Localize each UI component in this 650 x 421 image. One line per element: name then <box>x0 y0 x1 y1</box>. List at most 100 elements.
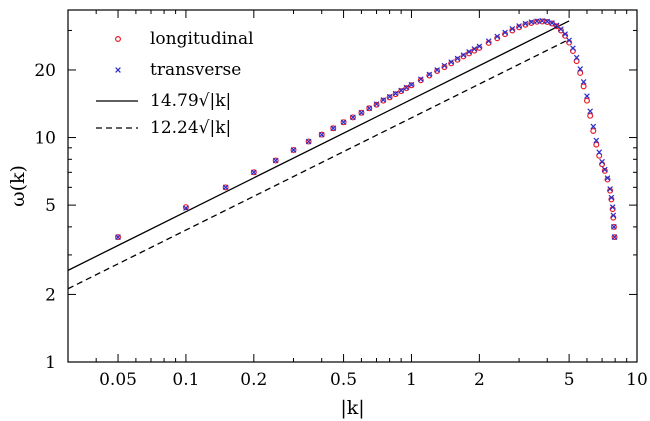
data-point <box>587 108 594 115</box>
data-point <box>272 157 279 164</box>
data-point <box>350 114 356 121</box>
data-point <box>349 114 356 121</box>
data-point <box>330 125 337 132</box>
data-point <box>434 67 440 73</box>
data-point <box>454 55 461 62</box>
data-point <box>584 93 590 99</box>
data-point <box>539 18 546 24</box>
series-transverse <box>115 18 618 240</box>
data-point <box>610 223 617 230</box>
data-point <box>553 23 560 30</box>
data-point <box>222 184 229 191</box>
data-point <box>290 147 297 153</box>
data-point <box>305 138 312 145</box>
data-point <box>587 112 594 119</box>
data-point <box>611 224 617 230</box>
data-point <box>590 127 597 134</box>
data-point <box>596 149 603 156</box>
data-point <box>222 184 229 191</box>
data-point <box>290 147 297 154</box>
x-tick-label: 0.5 <box>330 370 357 390</box>
data-point <box>611 234 618 240</box>
data-point <box>577 69 584 76</box>
data-point <box>577 66 584 72</box>
legend-label: transverse <box>150 60 241 80</box>
data-point <box>580 79 587 85</box>
data-point <box>604 176 611 183</box>
legend-label: longitudinal <box>150 29 254 49</box>
data-point <box>305 138 312 145</box>
data-point <box>250 169 257 176</box>
data-point <box>558 26 564 32</box>
data-point <box>607 186 613 192</box>
data-point <box>373 101 380 107</box>
data-point <box>441 62 448 69</box>
data-point <box>553 22 560 29</box>
data-point <box>408 81 415 88</box>
data-point <box>398 87 404 94</box>
legend-label: 12.24√|k| <box>150 118 231 138</box>
legend-marker <box>114 35 121 42</box>
data-point <box>580 83 587 90</box>
data-point <box>528 19 535 26</box>
data-point <box>502 29 508 36</box>
data-point <box>522 21 529 28</box>
data-point <box>366 105 373 112</box>
data-point <box>358 109 365 116</box>
data-point <box>516 24 523 31</box>
plot-area <box>68 18 618 290</box>
data-point <box>604 175 611 181</box>
data-point <box>380 97 387 103</box>
x-tick-label: 2 <box>474 370 485 390</box>
data-point <box>596 152 603 159</box>
data-point <box>544 18 551 25</box>
data-point <box>599 158 605 165</box>
legend: longitudinal transverse 14.79√|k| 12.24√|k| <box>96 29 254 138</box>
data-point <box>115 234 121 240</box>
y-tick-label: 10 <box>34 129 56 149</box>
data-point <box>608 194 615 201</box>
data-point <box>583 97 590 104</box>
data-point <box>610 212 617 219</box>
data-point <box>534 18 540 24</box>
data-point <box>115 234 122 241</box>
x-tick-label: 0.2 <box>240 370 267 390</box>
data-point <box>528 19 535 25</box>
data-point <box>373 101 380 108</box>
data-point <box>426 72 433 79</box>
data-point <box>434 67 441 74</box>
axes: 0.05 0.1 0.2 0.5 1 2 5 10 1 2 5 10 20 <box>34 9 648 390</box>
data-point <box>340 119 347 126</box>
fit-line <box>68 38 570 290</box>
data-point <box>426 71 433 78</box>
plot-frame <box>67 9 638 363</box>
data-point <box>454 56 461 63</box>
legend-marker <box>115 67 121 73</box>
data-point <box>601 167 608 174</box>
data-point <box>366 105 373 112</box>
x-tick-label: 1 <box>406 370 417 390</box>
data-point <box>330 125 337 132</box>
y-tick-label: 1 <box>45 353 56 373</box>
data-point <box>516 23 522 29</box>
data-point <box>417 76 424 82</box>
data-point <box>570 45 576 52</box>
data-point <box>590 123 597 130</box>
data-point <box>460 53 467 60</box>
data-point <box>557 27 564 34</box>
data-point <box>182 204 189 211</box>
y-tick-label: 2 <box>45 285 56 305</box>
data-point <box>358 109 365 116</box>
data-point <box>403 84 410 91</box>
data-point <box>380 97 387 104</box>
y-tick-label: 20 <box>34 61 56 81</box>
x-tick-label: 0.05 <box>99 370 137 390</box>
fit-line <box>68 20 570 271</box>
x-tick-label: 0.1 <box>172 370 199 390</box>
y-tick-label: 5 <box>45 196 56 216</box>
data-point <box>272 157 279 164</box>
data-point <box>476 43 483 50</box>
data-point <box>522 20 529 27</box>
data-point <box>408 82 415 89</box>
